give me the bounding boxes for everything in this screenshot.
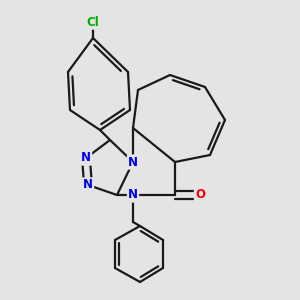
Text: Cl: Cl	[87, 16, 99, 28]
Text: N: N	[81, 152, 91, 164]
Text: N: N	[83, 178, 93, 191]
Text: O: O	[195, 188, 205, 202]
Text: N: N	[128, 155, 138, 169]
Text: N: N	[128, 188, 138, 202]
